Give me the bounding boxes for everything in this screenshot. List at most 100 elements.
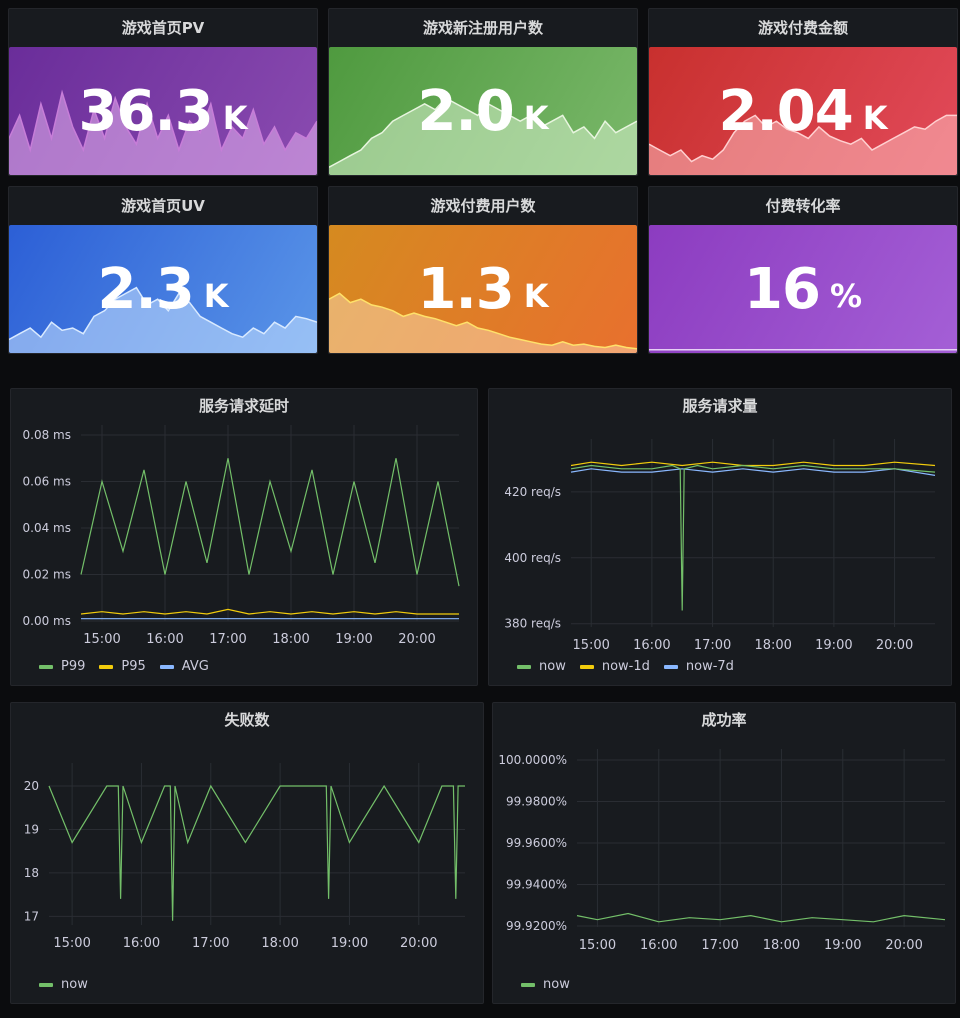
sparkline-line [329, 97, 637, 168]
y-tick-label: 20 [24, 779, 39, 793]
stat-number: 2.0 [417, 78, 515, 144]
stat-value: 1.3 K [329, 225, 637, 353]
failures-panel[interactable]: 失败数 17 18 19 20 15:00 16:00 17:00 18:00 19:00 20:… [10, 702, 484, 1004]
stat-panel[interactable]: 游戏付费金额 2.04 K [648, 8, 958, 176]
legend-item[interactable]: now-7d [663, 659, 734, 674]
stat-body: 16% [649, 225, 957, 353]
requests-panel[interactable]: 服务请求量 380 req/s 400 req/s 420 req/s 15:00 16… [488, 388, 952, 686]
x-tick-label: 16:00 [123, 936, 160, 951]
stat-unit: K [523, 99, 549, 137]
grid [571, 439, 935, 627]
stat-number: 16 [744, 256, 821, 322]
y-tick-label: 0.08 ms [23, 428, 71, 442]
panel-title: 服务请求量 [682, 397, 758, 415]
series-line-now-1d [570, 461, 936, 467]
x-tick-label: 15:00 [579, 938, 616, 953]
x-tick-label: 16:00 [146, 632, 183, 647]
chart-legend: P99 P95 AVG [39, 659, 209, 674]
latency-panel[interactable]: 服务请求延时 0.00 ms 0.02 ms 0.04 ms 0.06 ms 0.08 … [10, 388, 478, 686]
legend-swatch [39, 982, 53, 987]
x-tick-label: 16:00 [640, 938, 677, 953]
success-panel[interactable]: 成功率 99.9200% 99.9400% 99.9600% 99.9800% 100.… [492, 702, 956, 1004]
x-tick-label: 17:00 [701, 938, 738, 953]
x-tick-label: 16:00 [633, 638, 670, 653]
x-tick-label: 18:00 [754, 638, 791, 653]
y-tick-label: 17 [24, 909, 39, 923]
y-tick-label: 0.00 ms [23, 614, 71, 628]
legend-label: now [539, 659, 566, 674]
stat-panel[interactable]: 游戏新注册用户数 2.0 K [328, 8, 638, 176]
y-tick-label: 18 [24, 866, 39, 880]
stat-value: 2.3 K [9, 225, 317, 353]
y-tick-label: 420 req/s [504, 485, 561, 499]
stat-title: 游戏付费用户数 [430, 197, 536, 215]
x-tick-label: 17:00 [694, 638, 731, 653]
failures-chart: 17 18 19 20 15:00 16:00 17:00 18:00 19:00 20:00 [24, 763, 465, 951]
stat-number: 36.3 [78, 78, 214, 144]
stat-unit: K [222, 99, 248, 137]
stat-body: 1.3 K [329, 225, 637, 353]
stat-body: 2.04 K [649, 47, 957, 175]
chart-legend: now [39, 977, 88, 992]
legend-swatch [517, 664, 531, 669]
y-tick-label: 99.9800% [506, 795, 567, 809]
x-tick-label: 17:00 [192, 936, 229, 951]
x-tick-label: 15:00 [83, 632, 120, 647]
legend-item[interactable]: AVG [159, 659, 209, 674]
x-tick-label: 19:00 [824, 938, 861, 953]
series-line-P99 [80, 458, 460, 587]
legend-item[interactable]: now [521, 977, 570, 992]
y-tick-label: 100.0000% [498, 753, 567, 767]
x-tick-label: 19:00 [331, 936, 368, 951]
series-line-now [570, 464, 936, 611]
stat-value: 36.3 K [9, 47, 317, 175]
series-line-P95 [80, 608, 459, 615]
legend-label: P99 [61, 659, 86, 674]
stat-panel[interactable]: 游戏付费用户数 1.3 K [328, 186, 638, 354]
success-chart: 99.9200% 99.9400% 99.9600% 99.9800% 100.0000… [498, 749, 946, 953]
sparkline-line [9, 89, 317, 153]
sparkline-line [9, 286, 317, 341]
x-tick-label: 18:00 [272, 632, 309, 647]
x-tick-label: 19:00 [335, 632, 372, 647]
stat-panel[interactable]: 付费转化率 16% [648, 186, 958, 354]
stat-number: 2.3 [97, 256, 195, 322]
grid [577, 749, 945, 927]
stat-title: 游戏付费金额 [757, 19, 848, 37]
sparkline-line [649, 114, 957, 163]
grid [49, 763, 465, 925]
sparkline [329, 97, 637, 175]
legend-item[interactable]: now [517, 659, 566, 674]
x-tick-label: 20:00 [876, 638, 913, 653]
stat-title: 游戏首页UV [121, 197, 205, 215]
y-tick-label: 0.02 ms [23, 568, 71, 582]
latency-chart: 0.00 ms 0.02 ms 0.04 ms 0.06 ms 0.08 ms 15:00… [23, 425, 460, 647]
legend-label: now-1d [601, 659, 650, 674]
x-tick-label: 17:00 [209, 632, 246, 647]
legend-item[interactable]: now-1d [579, 659, 650, 674]
legend-item[interactable]: now [39, 977, 88, 992]
sparkline [9, 89, 317, 175]
stat-body: 2.0 K [329, 47, 637, 175]
stat-number: 1.3 [417, 256, 515, 322]
y-tick-label: 19 [24, 822, 39, 836]
legend-swatch [579, 664, 594, 669]
legend-item[interactable]: P95 [99, 659, 146, 674]
legend-swatch [159, 664, 174, 669]
y-tick-label: 0.04 ms [23, 521, 71, 535]
y-tick-label: 99.9200% [506, 919, 567, 933]
series-line-now [48, 784, 465, 921]
stat-panel[interactable]: 游戏首页UV 2.3 K [8, 186, 318, 354]
legend-label: now [543, 977, 570, 992]
stat-unit: % [829, 277, 862, 315]
series-line-now [576, 912, 946, 923]
sparkline-area [9, 92, 317, 175]
requests-chart: 380 req/s 400 req/s 420 req/s 15:00 16:00 17:… [504, 439, 936, 653]
legend-label: P95 [121, 659, 146, 674]
stat-panel[interactable]: 游戏首页PV 36.3 K [8, 8, 318, 176]
legend-swatch [663, 664, 678, 669]
legend-swatch [521, 982, 535, 987]
legend-item[interactable]: P99 [39, 659, 85, 674]
x-tick-label: 19:00 [815, 638, 852, 653]
x-tick-label: 18:00 [763, 938, 800, 953]
